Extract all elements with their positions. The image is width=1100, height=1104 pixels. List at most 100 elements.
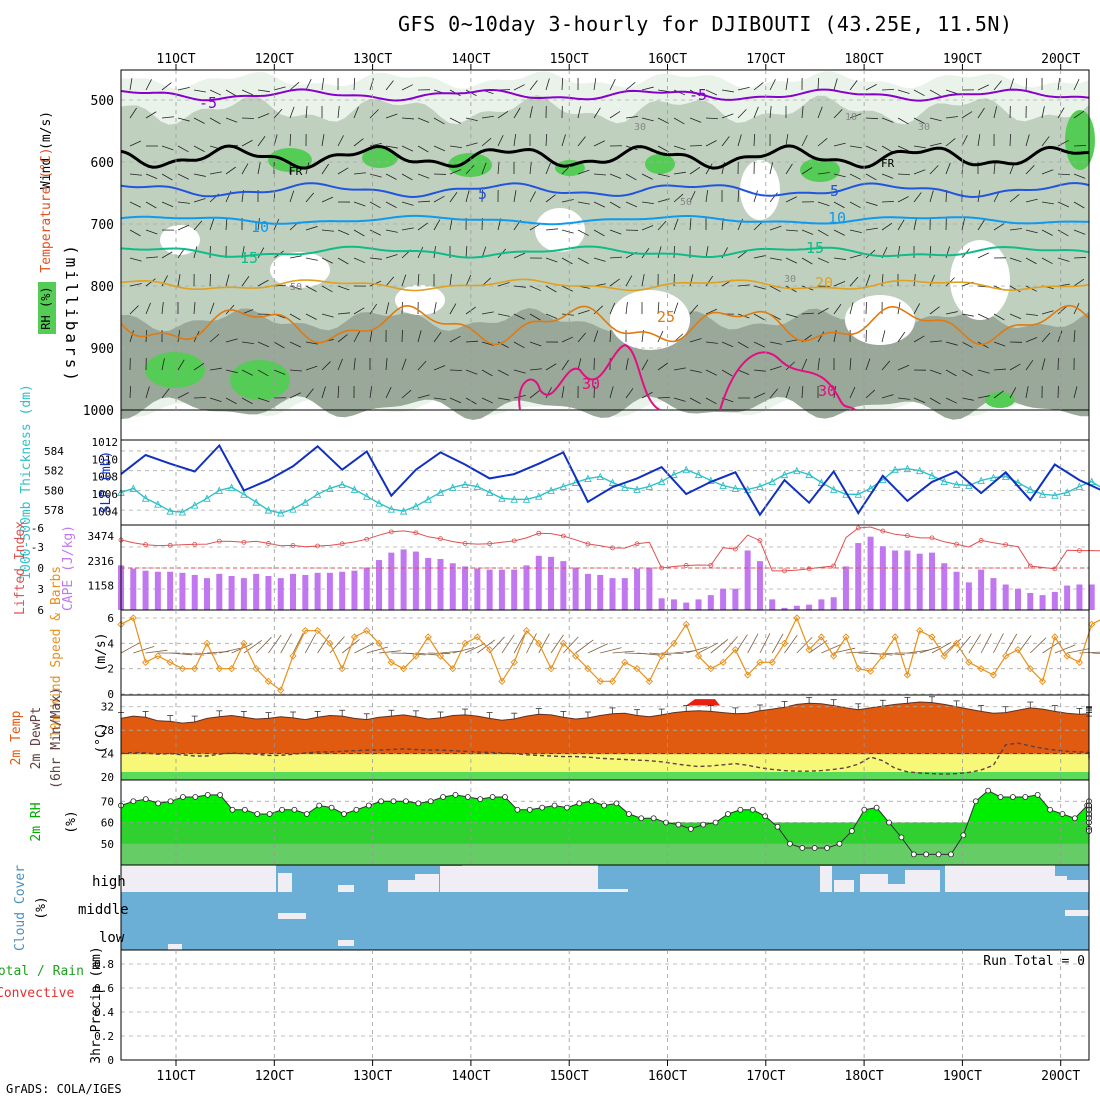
cloud-gap <box>834 880 854 892</box>
rh-marker <box>874 805 879 810</box>
cape-bar <box>1027 593 1033 610</box>
cape-bar <box>1003 585 1009 611</box>
cape-bar <box>1076 585 1082 611</box>
rh-marker <box>676 822 681 827</box>
cape-bar <box>351 571 357 610</box>
rh-clear-patch <box>950 240 1010 320</box>
rh-marker <box>725 812 730 817</box>
rh-marker <box>143 797 148 802</box>
label-10-b: 10 <box>828 209 846 227</box>
temp-units: (°C) <box>94 722 109 753</box>
temp-tick: 20 <box>101 771 114 784</box>
surface-barb <box>576 640 594 653</box>
cape-bar <box>401 549 407 610</box>
cape-tick: 1158 <box>88 579 115 592</box>
rh-marker <box>688 826 693 831</box>
rh-marker <box>168 799 173 804</box>
rh-marker <box>193 795 198 800</box>
rh-clear-patch <box>845 295 915 345</box>
temperature-axis-label: Temperature (°C) <box>39 147 54 272</box>
cape-bar <box>696 599 702 610</box>
pressure-tick: 1000 <box>83 404 114 419</box>
label-fr-a: FR <box>289 165 303 178</box>
rh-marker <box>205 792 210 797</box>
cloud-gap <box>338 885 354 892</box>
cape-bar <box>978 570 984 610</box>
cloud-gap <box>168 944 182 950</box>
rh-tick: 70 <box>101 795 114 808</box>
rh-marker <box>156 801 161 806</box>
cape-bar <box>290 574 296 610</box>
cape-bar <box>523 565 529 610</box>
upper-air-panel: -5 -5 FR FR 5 5 10 10 15 15 20 25 30 30 … <box>38 70 1095 440</box>
cloud-gap <box>888 884 906 892</box>
surface-barb <box>195 653 217 654</box>
rh-green-patch <box>145 352 205 388</box>
bottom-tick-label: 18OCT <box>845 1069 884 1084</box>
cloud-cover-panel: high middle low Cloud Cover (%) <box>13 865 1090 951</box>
cape-bar <box>241 578 247 610</box>
bottom-tick-label: 20OCT <box>1041 1069 1080 1084</box>
rh-units: (%) <box>64 810 79 833</box>
cape-bar <box>548 557 554 610</box>
surface-barb <box>551 635 563 653</box>
rh-marker <box>602 803 607 808</box>
bottom-tick-label: 19OCT <box>943 1069 982 1084</box>
cape-tick: 3474 <box>88 530 115 543</box>
cape-bar <box>499 570 505 610</box>
rh-marker <box>255 812 260 817</box>
cloud-level-low: low <box>99 930 125 946</box>
rh-marker <box>564 805 569 810</box>
cape-bar <box>634 569 640 610</box>
wind-barb <box>242 118 254 119</box>
temp-area <box>121 702 1089 754</box>
cloud-gap <box>440 866 462 892</box>
cloud-gap <box>462 865 598 892</box>
rh-marker <box>614 801 619 806</box>
temp-label-2: 2m DewPt <box>29 707 44 770</box>
cloud-gap <box>278 873 292 892</box>
surface-barb <box>268 635 281 653</box>
cloud-units: (%) <box>34 896 49 919</box>
cape-bar <box>646 568 652 611</box>
rh-marker <box>887 820 892 825</box>
bottom-tick-label: 14OCT <box>451 1069 490 1084</box>
rh-marker <box>812 846 817 851</box>
surface-barb <box>1030 638 1046 653</box>
cloud-gap <box>945 865 1055 892</box>
wind-barb <box>402 330 403 342</box>
cape-bar <box>536 556 542 610</box>
cape-bar <box>474 569 480 610</box>
rh-marker <box>936 852 941 857</box>
rh-tick: 50 <box>101 838 114 851</box>
surface-barb <box>797 637 812 653</box>
cape-bar <box>769 599 775 610</box>
rh-marker <box>218 792 223 797</box>
rh-marker <box>1023 795 1028 800</box>
rh-marker <box>750 807 755 812</box>
rh-marker <box>242 807 247 812</box>
bottom-tick-label: 12OCT <box>255 1069 294 1084</box>
thickness-tick: 580 <box>44 484 64 497</box>
rh-marker <box>329 805 334 810</box>
surface-barb <box>846 652 868 653</box>
cape-bar <box>843 566 849 610</box>
rh-marker <box>639 816 644 821</box>
cape-bar <box>659 598 665 610</box>
rh-green-patch <box>230 360 290 400</box>
cape-bar <box>806 605 812 610</box>
wind-tick: 0 <box>107 688 114 701</box>
rh-marker <box>577 801 582 806</box>
rh-marker <box>775 824 780 829</box>
rh-marker <box>1010 795 1015 800</box>
pressure-tick: 700 <box>91 218 114 233</box>
cape-bar <box>708 595 714 610</box>
cape-bar <box>413 552 419 610</box>
wind-barb <box>210 274 211 286</box>
cape-bar <box>855 543 861 610</box>
pressure-tick: 500 <box>91 94 114 109</box>
cape-bar <box>1052 592 1058 610</box>
